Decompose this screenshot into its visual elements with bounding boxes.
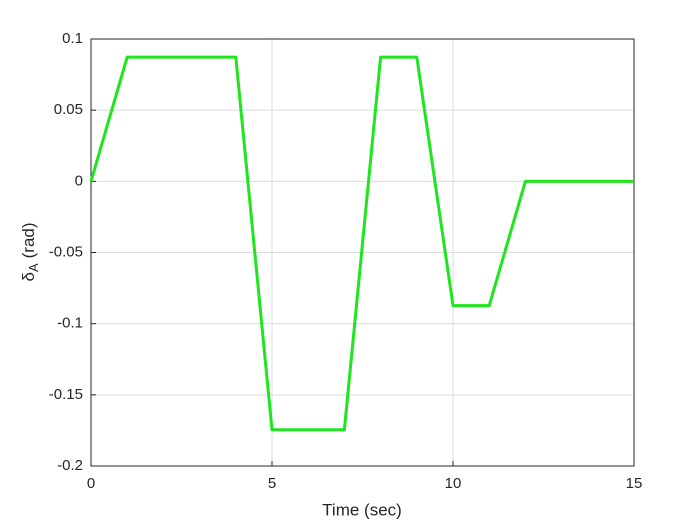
data-line (89, 55, 634, 432)
y-tick-label: 0.05 (54, 101, 83, 118)
y-label-subscript: A (26, 263, 41, 272)
x-axis-label: Time (sec) (322, 500, 402, 519)
y-tick-label: -0.05 (49, 243, 83, 260)
y-label-unit: (rad) (19, 222, 38, 258)
x-tick-label: 0 (87, 475, 95, 492)
y-tick-label: -0.15 (49, 386, 83, 403)
y-tick-label: -0.2 (57, 457, 83, 474)
y-tick-label: -0.1 (57, 315, 83, 332)
y-axis-label: δA (rad) (19, 222, 41, 281)
x-tick-label: 5 (268, 475, 276, 492)
x-tick-label: 15 (626, 475, 643, 492)
y-tick-label: 0.1 (62, 30, 83, 47)
y-label-symbol: δ (19, 272, 38, 281)
x-tick-label: 10 (445, 475, 462, 492)
y-tick-label: 0 (75, 172, 83, 189)
plot-frame (90, 38, 635, 467)
